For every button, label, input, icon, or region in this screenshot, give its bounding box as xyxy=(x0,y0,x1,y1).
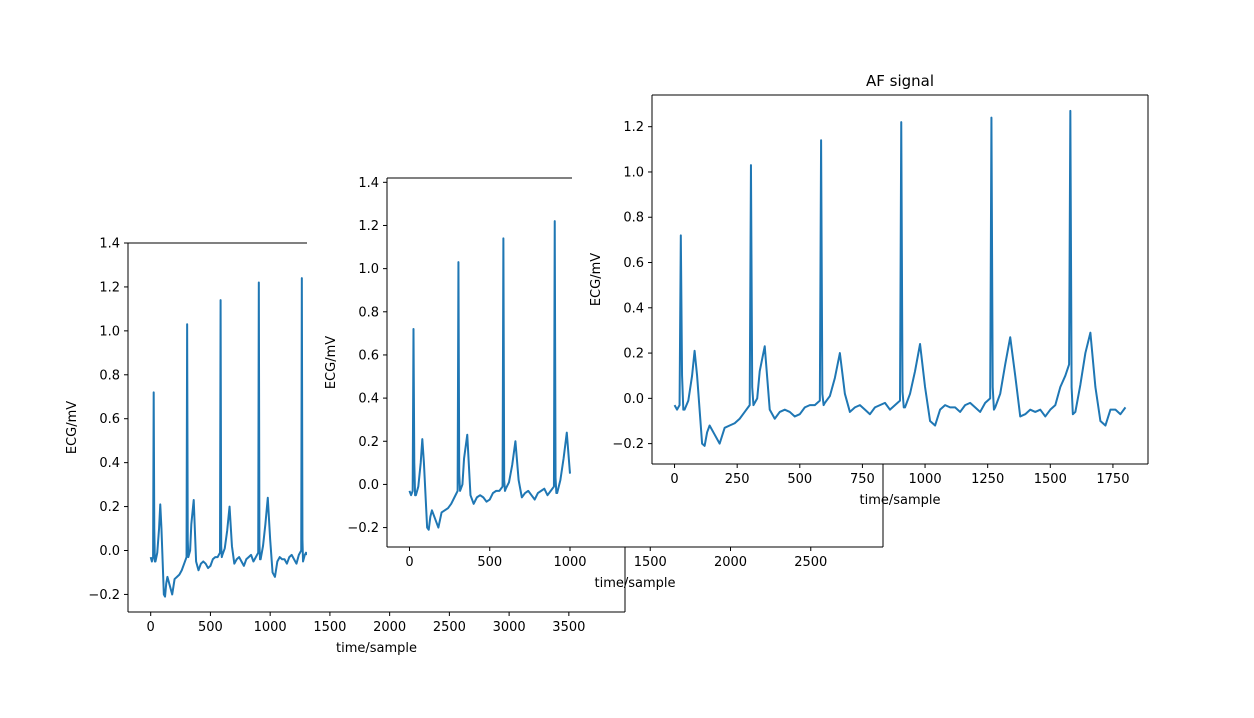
y-tick-label: 0.2 xyxy=(99,500,120,515)
x-tick-label: 500 xyxy=(787,472,812,487)
x-tick-label: 3500 xyxy=(552,620,585,635)
y-tick-label: 1.0 xyxy=(358,262,379,277)
y-tick-label: 1.2 xyxy=(358,219,379,234)
y-axis-label: ECG/mV xyxy=(324,336,339,389)
series-line-1 xyxy=(149,277,307,598)
y-tick-label: −0.2 xyxy=(88,588,120,603)
x-tick-label: 0 xyxy=(147,620,155,635)
y-tick-label: 0.8 xyxy=(99,368,120,383)
y-tick-label: 0.4 xyxy=(623,301,644,316)
y-tick-label: 1.4 xyxy=(99,237,120,252)
x-tick-label: 1000 xyxy=(254,620,287,635)
y-tick-label: 0.2 xyxy=(358,435,379,450)
x-tick-label: 2500 xyxy=(433,620,466,635)
y-tick-label: −0.2 xyxy=(612,437,644,452)
y-tick-label: 0.8 xyxy=(623,211,644,226)
y-tick-label: 0.0 xyxy=(623,392,644,407)
y-tick-label: 0.6 xyxy=(99,412,120,427)
chart-title: AF signal xyxy=(866,72,934,90)
x-tick-label: 750 xyxy=(850,472,875,487)
y-tick-label: 0.6 xyxy=(623,256,644,271)
x-tick-label: 2000 xyxy=(373,620,406,635)
x-tick-label: 1250 xyxy=(971,472,1004,487)
series-line-1 xyxy=(673,109,1127,447)
x-tick-label: 1500 xyxy=(1034,472,1067,487)
y-tick-label: 0.6 xyxy=(358,348,379,363)
y-tick-label: 1.0 xyxy=(623,165,644,180)
x-axis-label: time/sample xyxy=(336,641,417,656)
x-axis-label: time/sample xyxy=(594,576,675,591)
x-tick-label: 2000 xyxy=(714,555,747,570)
x-tick-label: 1500 xyxy=(634,555,667,570)
x-axis-label: time/sample xyxy=(859,493,940,508)
y-tick-label: 1.0 xyxy=(99,324,120,339)
panel-2: 0 500 1000 1500 2000 2500−0.20.00.20.40.60.81… xyxy=(324,176,884,591)
x-tick-label: 1500 xyxy=(313,620,346,635)
panel-1: 0 500 1000 1500 2000 2500 3000 3500 −0.2 0.0 0.2 0.… xyxy=(65,237,626,656)
y-tick-label: 0.2 xyxy=(623,347,644,362)
y-tick-label: 0.0 xyxy=(358,478,379,493)
y-tick-label: −0.2 xyxy=(347,521,379,536)
x-tick-label: 1000 xyxy=(909,472,942,487)
y-axis-label: ECG/mV xyxy=(65,401,80,454)
y-tick-label: 1.4 xyxy=(358,176,379,191)
x-tick-label: 500 xyxy=(198,620,223,635)
y-tick-label: 0.8 xyxy=(358,305,379,320)
y-tick-label: 0.4 xyxy=(99,456,120,471)
x-tick-label: 1750 xyxy=(1096,472,1129,487)
x-tick-label: 250 xyxy=(725,472,750,487)
x-tick-label: 1000 xyxy=(553,555,586,570)
y-axis-label: ECG/mV xyxy=(589,253,604,306)
y-tick-label: 0.0 xyxy=(99,544,120,559)
y-tick-label: 0.4 xyxy=(358,392,379,407)
y-tick-label: 1.2 xyxy=(623,120,644,135)
x-tick-label: 0 xyxy=(405,555,413,570)
y-tick-label: 1.2 xyxy=(99,280,120,295)
x-tick-label: 500 xyxy=(477,555,502,570)
panel-3: 0 250 500 750 1000 1250 1500 1750 −0.2 0.0 0.2 0.4 0… xyxy=(589,72,1149,508)
x-tick-label: 3000 xyxy=(493,620,526,635)
x-tick-label: 2500 xyxy=(794,555,827,570)
x-tick-label: 0 xyxy=(670,472,678,487)
series-line-1 xyxy=(408,220,571,531)
